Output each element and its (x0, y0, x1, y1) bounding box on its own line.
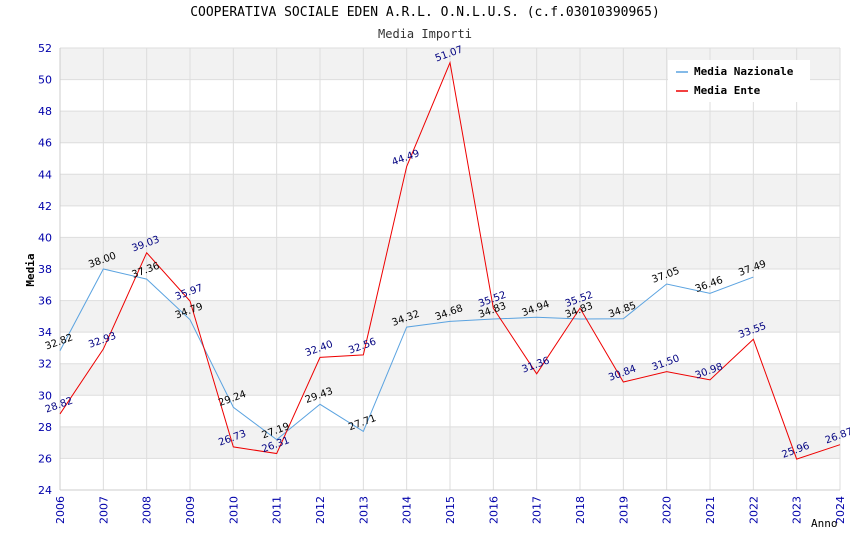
x-tick-label: 2008 (141, 496, 154, 524)
x-tick-label: 2024 (834, 496, 847, 524)
chart-subtitle: Media Importi (378, 27, 472, 41)
grid-lines (59, 47, 841, 491)
y-tick-label: 28 (38, 421, 52, 434)
y-tick-label: 24 (38, 484, 52, 497)
legend-box (668, 60, 810, 102)
x-tick-label: 2016 (487, 496, 500, 524)
x-tick-label: 2023 (791, 496, 804, 524)
legend-label-ente: Media Ente (694, 84, 761, 97)
y-axis-ticks: 24 26 28 30 32 34 36 38 40 42 44 46 48 50 52 (38, 42, 52, 497)
y-tick-label: 46 (38, 137, 52, 150)
y-tick-label: 32 (38, 358, 52, 371)
y-tick-label: 36 (38, 295, 52, 308)
y-tick-label: 34 (38, 326, 52, 339)
y-tick-label: 44 (38, 168, 52, 181)
x-tick-label: 2006 (54, 496, 67, 524)
chart-title: COOPERATIVA SOCIALE EDEN A.R.L. O.N.L.U.… (190, 5, 660, 20)
x-tick-label: 2020 (661, 496, 674, 524)
y-tick-label: 52 (38, 42, 52, 55)
y-tick-label: 38 (38, 263, 52, 276)
x-axis-label: Anno (811, 517, 838, 530)
x-tick-label: 2019 (617, 496, 630, 524)
x-tick-label: 2014 (401, 496, 414, 524)
x-tick-label: 2010 (227, 496, 240, 524)
y-axis-label: Media (24, 253, 37, 286)
legend: Media Nazionale Media Ente (668, 60, 810, 102)
y-tick-label: 50 (38, 74, 52, 87)
y-tick-label: 42 (38, 200, 52, 213)
series-lines (59, 60, 841, 460)
x-tick-label: 2022 (747, 496, 760, 524)
series-line-ente (59, 60, 841, 460)
x-tick-label: 2009 (184, 496, 197, 524)
x-tick-label: 2018 (574, 496, 587, 524)
y-tick-label: 30 (38, 389, 52, 402)
x-tick-label: 2015 (444, 496, 457, 524)
x-tick-label: 2021 (704, 496, 717, 524)
y-tick-label: 48 (38, 105, 52, 118)
x-tick-label: 2011 (271, 496, 284, 524)
x-tick-label: 2013 (357, 496, 370, 524)
y-tick-label: 26 (38, 452, 52, 465)
x-axis-ticks: 2006 2007 2008 2009 2010 2011 2012 2013 2014 2015… (54, 496, 847, 524)
legend-label-nazionale: Media Nazionale (694, 65, 794, 78)
series-line-nazionale (59, 268, 754, 441)
x-tick-label: 2012 (314, 496, 327, 524)
x-tick-label: 2007 (97, 496, 110, 524)
x-tick-label: 2017 (531, 496, 544, 524)
y-tick-label: 40 (38, 231, 52, 244)
